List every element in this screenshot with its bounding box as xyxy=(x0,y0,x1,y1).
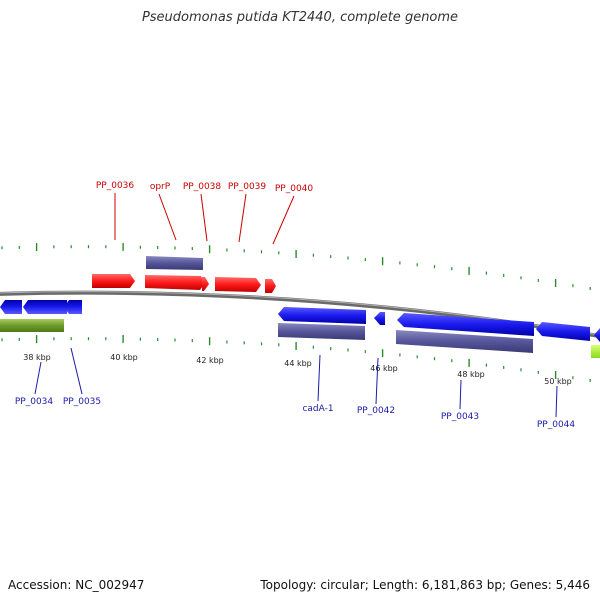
leader-line-PP_0034 xyxy=(34,361,42,395)
gene-arrow-edge xyxy=(594,328,600,342)
leader-line-PP_0039 xyxy=(238,193,247,243)
map-title: Pseudomonas putida KT2440, complete geno… xyxy=(141,10,459,25)
leader-line-PP_0040 xyxy=(272,195,295,245)
scale-label: 50 kbp xyxy=(544,377,572,386)
bottom-gene-labels: PP_0034 PP_0035 cadA-1 PP_0042 PP_0043 P… xyxy=(15,397,576,430)
gene-label-cadA-1[interactable]: cadA-1 xyxy=(302,404,333,414)
gene-label-PP_0034[interactable]: PP_0034 xyxy=(15,397,54,407)
gene-arrow-PP_0042 xyxy=(374,312,385,325)
gene-arrow-cadA-1 xyxy=(278,307,366,324)
gene-arrow-PP_0035a xyxy=(23,300,67,314)
leader-line-PP_0043 xyxy=(459,379,462,410)
leader-line-PP_0035 xyxy=(70,347,83,395)
scale-label: 48 kbp xyxy=(457,370,485,379)
gene-label-PP_0035[interactable]: PP_0035 xyxy=(63,397,101,407)
gene-arrow-PP_0039 xyxy=(215,277,261,292)
accession-label: Accession: NC_002947 xyxy=(8,578,145,592)
scale-labels: 38 kbp 40 kbp 42 kbp 44 kbp 46 kbp 48 kb… xyxy=(23,353,572,386)
cds-block-PP_0043 xyxy=(396,330,533,353)
bottom-leader-lines xyxy=(34,347,558,418)
rna-block-right xyxy=(591,345,600,358)
top-leader-lines xyxy=(114,193,295,245)
scale-label: 42 kbp xyxy=(196,356,224,365)
reverse-genes xyxy=(0,300,600,342)
gene-label-PP_0042[interactable]: PP_0042 xyxy=(357,406,395,416)
leader-line-oprP xyxy=(158,193,177,241)
cds-block-cadA-1 xyxy=(278,323,365,340)
cds-block-oprP xyxy=(146,256,203,270)
gene-arrow-PP_0038 xyxy=(202,277,209,291)
gene-label-PP_0038[interactable]: PP_0038 xyxy=(183,182,222,192)
gene-arrow-PP_0035b xyxy=(64,300,82,314)
scale-label: 44 kbp xyxy=(284,359,312,368)
scale-label: 46 kbp xyxy=(370,364,398,373)
forward-genes xyxy=(92,274,276,293)
gene-arrow-PP_0043 xyxy=(397,313,534,336)
gene-label-PP_0044[interactable]: PP_0044 xyxy=(537,420,576,430)
leader-line-PP_0042 xyxy=(375,357,379,405)
gene-label-oprP[interactable]: oprP xyxy=(150,182,171,192)
top-gene-labels: PP_0036 oprP PP_0038 PP_0039 PP_0040 xyxy=(96,181,314,194)
scale-label: 40 kbp xyxy=(110,353,138,362)
leader-line-PP_0044 xyxy=(555,385,558,418)
tick-row-top xyxy=(1,242,591,290)
leader-line-PP_0038 xyxy=(200,193,208,242)
scale-label: 38 kbp xyxy=(23,353,51,362)
gene-arrow-PP_0034 xyxy=(0,300,22,314)
gene-arrow-PP_0036 xyxy=(92,274,135,288)
tick-row-bottom xyxy=(1,334,591,382)
gene-arrow-oprP xyxy=(145,275,205,290)
gene-label-PP_0043[interactable]: PP_0043 xyxy=(441,412,479,422)
gene-label-PP_0040[interactable]: PP_0040 xyxy=(275,184,314,194)
gene-label-PP_0039[interactable]: PP_0039 xyxy=(228,182,267,192)
gene-arrow-PP_0044 xyxy=(536,322,590,341)
gene-label-PP_0036[interactable]: PP_0036 xyxy=(96,181,135,191)
genome-summary: Topology: circular; Length: 6,181,863 bp… xyxy=(260,578,590,592)
rna-block-left xyxy=(0,319,64,332)
leader-line-cadA-1 xyxy=(317,354,321,402)
gene-arrow-PP_0040 xyxy=(265,279,276,293)
